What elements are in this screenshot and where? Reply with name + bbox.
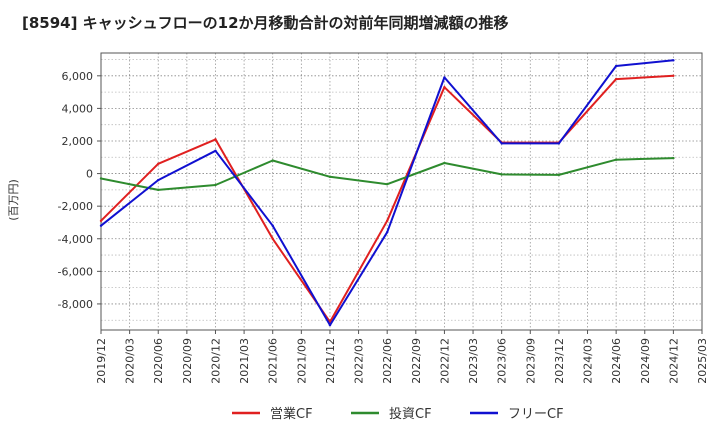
data-point [157,178,160,182]
x-axis: 2019/12 2020/03 2020/06 2020/09 2020/12 2021/… [95,330,709,384]
x-tick-label: 2022/12 [438,338,451,384]
data-point [443,161,446,165]
data-point [672,59,675,62]
data-point [328,175,332,179]
x-tick-label: 2020/12 [209,338,222,384]
data-point [99,219,103,223]
y-tick-label: 6,000 [62,70,94,83]
data-point [271,237,274,240]
grid-lines [100,53,703,330]
data-point [99,224,103,227]
y-tick-label: -2,000 [58,200,93,213]
x-tick-label: 2022/06 [381,338,394,384]
x-tick-label: 2021/03 [238,338,251,384]
data-point [443,86,446,89]
data-point [614,64,618,68]
data-point [385,182,389,186]
x-tick-label: 2019/12 [95,338,108,384]
x-tick-label: 2022/03 [353,338,366,384]
x-tick-label: 2021/12 [324,338,337,384]
data-point [557,142,561,145]
x-tick-label: 2022/09 [410,338,423,384]
x-tick-label: 2020/06 [152,338,165,384]
chart-title: [8594] キャッシュフローの12か月移動合計の対前年同期増減額の推移 [22,14,509,32]
x-tick-label: 2023/06 [496,338,509,384]
y-axis: 6,000 4,000 2,000 0 -2,000 -4,000 -6,000 -8,000 [58,70,101,311]
y-axis-label: (百万円) [7,179,20,221]
x-tick-label: 2024/03 [582,338,595,384]
legend-label: 営業CF [270,406,313,422]
data-point [672,156,675,160]
data-point [157,162,160,165]
data-point [557,173,561,177]
data-point [614,158,618,161]
x-tick-label: 2024/06 [610,338,623,384]
data-point [500,173,503,176]
data-point [443,76,446,79]
legend-label: 投資CF [389,406,432,422]
data-point [672,74,675,78]
data-point [271,159,274,162]
data-point [500,142,503,145]
data-point [214,138,217,141]
y-tick-label: 4,000 [62,102,94,115]
x-tick-label: 2021/06 [267,338,280,384]
y-tick-label: -4,000 [58,233,93,246]
data-point [214,149,217,152]
x-tick-label: 2020/09 [181,338,194,384]
y-tick-label: -6,000 [58,265,93,278]
x-tick-label: 2023/09 [524,338,537,384]
legend-label: フリーCF [508,407,564,422]
y-tick-label: 0 [86,168,93,181]
x-tick-label: 2023/03 [467,338,480,384]
x-tick-label: 2024/12 [667,338,680,384]
x-tick-label: 2020/03 [124,338,137,384]
legend: 営業CF 投資CF フリーCF [232,406,564,422]
data-point [214,183,217,187]
data-point [385,219,389,223]
data-point [328,323,332,327]
data-point [157,188,160,192]
plot-frame [100,52,703,331]
data-point [99,177,103,180]
x-tick-label: 2024/09 [639,338,652,384]
series-lines [99,59,675,327]
y-tick-label: 2,000 [62,135,94,148]
y-tick-label: -8,000 [58,298,93,311]
data-point [385,231,389,234]
data-point [271,224,274,227]
x-tick-label: 2025/03 [696,338,709,384]
data-point [614,77,618,81]
x-tick-label: 2023/12 [553,338,566,384]
x-tick-label: 2021/09 [295,338,308,384]
